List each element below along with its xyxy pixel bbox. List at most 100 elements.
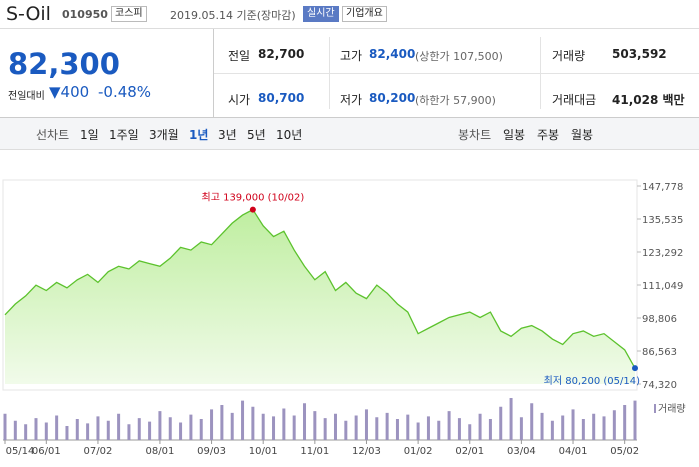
volume-bar bbox=[364, 409, 368, 440]
market-badge: 코스피 bbox=[111, 6, 147, 22]
field-note: (하한가 57,900) bbox=[415, 94, 496, 107]
volume-bar bbox=[375, 417, 379, 440]
field-value: 82,700 bbox=[258, 47, 305, 61]
annotation: 최고 139,000 (10/02) bbox=[202, 192, 305, 204]
volume-bar bbox=[623, 405, 627, 440]
tab[interactable]: 월봉 bbox=[571, 128, 594, 142]
volume-bar bbox=[323, 418, 327, 440]
field-label: 거래대금 bbox=[552, 93, 597, 107]
volume-bar bbox=[612, 410, 616, 440]
volume-bar bbox=[86, 423, 90, 440]
header: S-Oil 010950 코스피 2019.05.14 기준(장마감) 실시간 … bbox=[0, 0, 699, 29]
volume-bar bbox=[395, 419, 399, 440]
price: 82,300 bbox=[8, 47, 120, 81]
volume-bar bbox=[633, 400, 637, 440]
volume-bar bbox=[44, 422, 48, 440]
field-label: 고가 bbox=[340, 49, 363, 63]
field-value: 503,592 bbox=[612, 47, 667, 61]
volume-bar bbox=[447, 411, 451, 440]
volume-bar bbox=[354, 415, 358, 440]
x-tick-label: 07/02 bbox=[84, 446, 113, 457]
extreme-dot bbox=[632, 365, 638, 372]
volume-bar bbox=[602, 416, 606, 440]
volume-bar bbox=[261, 413, 265, 440]
volume-bar bbox=[406, 414, 410, 440]
volume-bar bbox=[13, 420, 17, 440]
volume-bar bbox=[571, 409, 575, 440]
tab[interactable]: 3개월 bbox=[149, 128, 179, 142]
volume-bar bbox=[282, 408, 286, 440]
volume-bar bbox=[106, 420, 110, 440]
tab[interactable]: 1년 bbox=[189, 128, 209, 142]
tab-group-label: 봉차트 bbox=[458, 128, 492, 142]
y-tick-label: 98,806 bbox=[642, 314, 677, 325]
field-value: 80,700 bbox=[258, 91, 305, 105]
x-tick-label: 05/02 bbox=[610, 446, 639, 457]
field-value: 80,200 bbox=[369, 91, 416, 105]
volume-bar bbox=[137, 418, 141, 440]
y-tick-label: 111,049 bbox=[642, 281, 683, 292]
volume-bar bbox=[272, 416, 276, 440]
legend-swatch bbox=[654, 404, 656, 413]
volume-bar bbox=[241, 400, 245, 440]
tab[interactable]: 5년 bbox=[247, 128, 266, 142]
line bbox=[4, 208, 636, 369]
volume-bar bbox=[385, 412, 389, 440]
volume-bar bbox=[344, 420, 348, 440]
volume-bar bbox=[199, 419, 203, 440]
volume-bar bbox=[540, 412, 544, 440]
field-label: 저가 bbox=[340, 93, 363, 107]
stock-name: S-Oil bbox=[6, 3, 51, 25]
divider bbox=[214, 73, 699, 74]
tab-bar: 선차트 1일 1주일 3개월 1년 3년 5년 10년 봉차트 일봉 주봉 월봉 bbox=[0, 118, 699, 150]
volume-bar bbox=[313, 411, 317, 440]
x-tick-label: 01/02 bbox=[404, 446, 433, 457]
volume-bar bbox=[426, 416, 430, 440]
y-tick-label: 135,535 bbox=[642, 215, 683, 226]
y-tick-label: 123,292 bbox=[642, 248, 683, 259]
tab[interactable]: 주봉 bbox=[537, 128, 560, 142]
volume-bar bbox=[303, 403, 307, 440]
field-label: 시가 bbox=[228, 93, 251, 107]
tab[interactable]: 일봉 bbox=[503, 128, 526, 142]
x-tick-label: 08/01 bbox=[146, 446, 175, 457]
change: ▼400 bbox=[49, 83, 90, 101]
volume-bar bbox=[488, 419, 492, 440]
volume-bar bbox=[210, 409, 214, 440]
volume-bar bbox=[509, 398, 513, 440]
extreme-dot bbox=[249, 206, 256, 213]
volume-bar bbox=[592, 413, 596, 440]
volume-bar bbox=[530, 403, 534, 440]
x-tick-label: 10/01 bbox=[249, 446, 278, 457]
y-tick-label: 74,320 bbox=[642, 380, 677, 391]
field-note: (상한가 107,500) bbox=[415, 50, 503, 63]
chart: 147,778 135,535 123,292 111,049 98,806 86,563… bbox=[2, 179, 686, 457]
change-value: 400 bbox=[60, 83, 90, 101]
tab[interactable]: 1일 bbox=[80, 128, 99, 142]
volume-bar bbox=[499, 406, 503, 440]
tab[interactable]: 3년 bbox=[218, 128, 237, 142]
x-tick-label: 02/01 bbox=[455, 446, 484, 457]
volume-bar bbox=[3, 413, 7, 440]
volume-bar bbox=[220, 405, 224, 440]
volume-bar bbox=[168, 417, 172, 440]
x-tick-label: 12/03 bbox=[352, 446, 381, 457]
volume-bar bbox=[251, 406, 255, 440]
volume-bar bbox=[292, 415, 296, 440]
annotation: 최저 80,200 (05/14) bbox=[544, 375, 640, 387]
company-button[interactable]: 기업개요 bbox=[342, 6, 387, 22]
volume-bar bbox=[468, 424, 472, 440]
volume-bar bbox=[437, 420, 441, 440]
field-label: 거래량 bbox=[552, 49, 586, 63]
tab-group-label: 선차트 bbox=[36, 128, 70, 142]
volume-bar bbox=[550, 420, 554, 440]
volume-bar bbox=[55, 415, 59, 440]
field-label: 전일 bbox=[228, 49, 251, 63]
y-tick-label: 147,778 bbox=[642, 182, 683, 193]
realtime-button[interactable]: 실시간 bbox=[303, 6, 339, 22]
tab[interactable]: 1주일 bbox=[109, 128, 139, 142]
tab[interactable]: 10년 bbox=[276, 128, 303, 142]
volume-bar bbox=[416, 422, 420, 440]
change-label: 전일대비 bbox=[8, 91, 45, 102]
